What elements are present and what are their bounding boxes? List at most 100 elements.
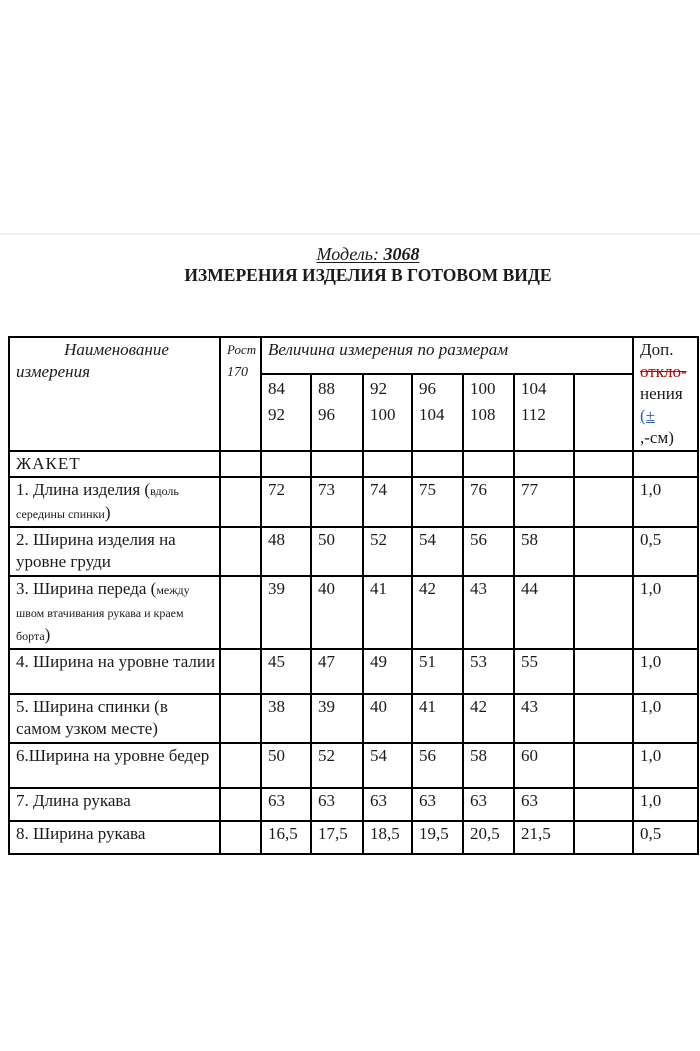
empty-cell [572,450,635,478]
value-cell: 18,5 [362,820,413,855]
value-cell: 54 [362,742,413,789]
row-name-close: ) [104,503,111,522]
size-bottom: 96 [318,404,335,424]
value-cell: 63 [411,787,464,822]
table-row: 6.Ширина на уровне бедер 50 52 54 56 58 … [8,742,700,789]
value-cell: 58 [513,526,575,577]
value-cell: 76 [462,476,515,528]
row-name: 7. Длина рукава [8,787,221,822]
size-top: 84 [268,378,285,398]
value-cell: 17,5 [310,820,364,855]
value-cell: 63 [362,787,413,822]
value-cell: 58 [462,742,515,789]
header-height: Рост 170 [219,336,262,452]
model-line: Модель: 3068 [36,244,700,264]
value-cell: 41 [411,693,464,744]
value-cell: 16,5 [260,820,312,855]
empty-cell [572,787,635,822]
header-size-col-5: 100 108 [462,372,515,453]
deviation-cell: 1,0 [632,648,700,695]
row-name-main: 4. Ширина на уровне талии [16,652,216,671]
row-name: 4. Ширина на уровне талии [8,648,221,695]
value-cell: 63 [310,787,364,822]
empty-cell [219,526,262,577]
size-bottom: 108 [470,404,496,424]
value-cell: 47 [310,648,364,695]
deviation-cell: 1,0 [632,742,700,789]
section-label: ЖАКЕТ [8,450,221,478]
table-row: 8. Ширина рукава 16,5 17,5 18,5 19,5 20,… [8,820,700,855]
value-cell: 54 [411,526,464,577]
value-cell: 45 [260,648,312,695]
size-bottom: 104 [419,404,445,424]
value-cell: 48 [260,526,312,577]
empty-cell [362,450,413,478]
row-name-main: 3. Ширина переда ( [16,579,157,598]
empty-cell [219,575,262,650]
deviation-cell: 1,0 [632,787,700,822]
header-size-col-3: 92 100 [362,372,413,453]
empty-cell [219,742,262,789]
value-cell: 39 [310,693,364,744]
header-measurement-name-line1: Наименование [64,340,169,359]
table-row: 2. Ширина изделия на уровне груди 48 50 … [8,526,700,577]
value-cell: 63 [260,787,312,822]
header-deviation-plusminus: (± [640,406,656,425]
row-name: 3. Ширина переда (между швом втачивания … [8,575,221,650]
value-cell: 38 [260,693,312,744]
value-cell: 39 [260,575,312,650]
empty-cell [219,693,262,744]
table-row: 4. Ширина на уровне талии 45 47 49 51 53… [8,648,700,695]
value-cell: 60 [513,742,575,789]
value-cell: 50 [310,526,364,577]
row-name: 1. Длина изделия (вдоль середины спинки) [8,476,221,528]
empty-cell [260,450,312,478]
section-row: ЖАКЕТ [8,450,700,478]
empty-cell [572,476,635,528]
header-deviation-deleted-word: откло- [640,362,687,381]
value-cell: 53 [462,648,515,695]
table-row: 7. Длина рукава 63 63 63 63 63 63 1,0 [8,787,700,822]
value-cell: 50 [260,742,312,789]
size-top: 100 [470,378,496,398]
header-size-col-4: 96 104 [411,372,464,453]
header-size-col-empty [572,372,635,453]
empty-cell [462,450,515,478]
deviation-cell: 0,5 [632,820,700,855]
row-name-main: 7. Длина рукава [16,791,131,810]
value-cell: 55 [513,648,575,695]
row-name: 6.Ширина на уровне бедер [8,742,221,789]
empty-cell [513,450,575,478]
value-cell: 43 [462,575,515,650]
model-number: 3068 [383,244,420,264]
size-top: 92 [370,378,387,398]
empty-cell [310,450,364,478]
header-measurement-name-line2: измерения [16,362,90,381]
row-name: 8. Ширина рукава [8,820,221,855]
deviation-cell: 1,0 [632,693,700,744]
empty-cell [572,693,635,744]
value-cell: 49 [362,648,413,695]
row-name-main: 5. Ширина спинки (в самом узком месте) [16,697,168,738]
title-block: Модель: 3068 ИЗМЕРЕНИЯ ИЗДЕЛИЯ В ГОТОВОМ… [0,244,700,286]
value-cell: 77 [513,476,575,528]
value-cell: 44 [513,575,575,650]
header-size-col-2: 88 96 [310,372,364,453]
empty-cell [219,450,262,478]
measurements-table: Наименование измерения Рост 170 Величина… [8,336,700,855]
value-cell: 41 [362,575,413,650]
header-measurement-name: Наименование измерения [8,336,221,452]
value-cell: 63 [462,787,515,822]
header-size-col-1: 84 92 [260,372,312,453]
value-cell: 52 [362,526,413,577]
row-name-main: 2. Ширина изделия на уровне груди [16,530,176,571]
empty-cell [219,787,262,822]
value-cell: 43 [513,693,575,744]
deviation-cell: 0,5 [632,526,700,577]
empty-cell [219,476,262,528]
table-row: 3. Ширина переда (между швом втачивания … [8,575,700,650]
empty-cell [572,526,635,577]
value-cell: 51 [411,648,464,695]
model-label: Модель: [316,244,384,264]
row-name-small: вдоль середины спинки [16,484,179,521]
